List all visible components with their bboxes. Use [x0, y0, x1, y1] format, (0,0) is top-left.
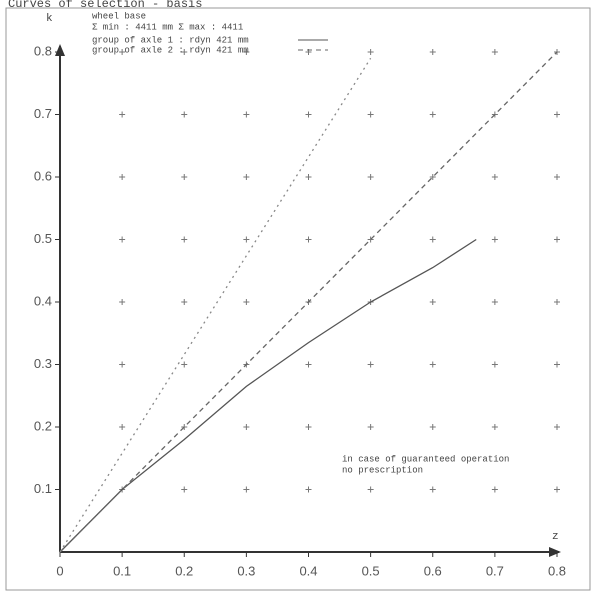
x-tick-label: 0.8 [548, 563, 566, 578]
grid-cross [367, 49, 374, 55]
grid-cross [429, 299, 436, 305]
legend-header: Σ min : 4411 mm Σ max : 4411 [92, 22, 243, 32]
grid-cross [491, 424, 498, 430]
series-line [59, 57, 372, 553]
grid-cross [119, 299, 126, 305]
grid-cross [367, 361, 374, 368]
legend-label: group of axle 2 : rdyn 421 mm [92, 45, 249, 55]
y-axis-label: k [46, 13, 53, 25]
grid-cross [491, 236, 498, 243]
grid-cross [181, 49, 188, 55]
grid-cross [181, 299, 188, 305]
grid-cross [554, 361, 560, 368]
grid-cross [491, 49, 498, 55]
grid-cross [243, 236, 250, 243]
x-axis-arrow [549, 547, 561, 557]
grid-cross [491, 299, 498, 305]
y-axis-arrow [55, 44, 65, 56]
grid-cross [305, 486, 312, 493]
annotation: in case of guaranteed operation [342, 454, 509, 464]
x-tick-label: 0.6 [424, 563, 442, 578]
grid-cross [554, 424, 560, 430]
grid-cross [243, 486, 250, 493]
y-tick-label: 0.6 [34, 168, 52, 183]
grid-cross [367, 486, 374, 493]
grid-cross [491, 486, 498, 493]
y-tick-label: 0.2 [34, 418, 52, 433]
annotation: no prescription [342, 465, 423, 475]
grid-cross [243, 49, 250, 55]
grid-cross [554, 486, 560, 493]
series-line [59, 238, 477, 553]
frame [5, 7, 591, 591]
grid-cross [119, 49, 126, 55]
x-tick-label: 0 [56, 563, 63, 578]
y-tick-label: 0.8 [34, 43, 52, 58]
grid-cross [305, 236, 312, 243]
grid-cross [119, 361, 126, 368]
grid-cross [181, 486, 188, 493]
x-tick-label: 0.7 [486, 563, 504, 578]
grid-cross [119, 236, 126, 243]
grid-cross [305, 111, 312, 118]
grid-cross [554, 236, 560, 243]
y-tick-label: 0.1 [34, 481, 52, 496]
grid-cross [429, 361, 436, 368]
grid-cross [305, 424, 312, 430]
grid-cross [305, 174, 312, 180]
grid-cross [243, 111, 250, 118]
grid-cross [429, 111, 436, 118]
grid-cross [243, 174, 250, 180]
grid-cross [367, 111, 374, 118]
legend-label: group of axle 1 : rdyn 421 mm [92, 35, 249, 45]
grid-cross [181, 361, 188, 368]
x-tick-label: 0.3 [237, 563, 255, 578]
grid-cross [119, 424, 126, 430]
grid-cross [119, 174, 126, 180]
grid-cross [305, 361, 312, 368]
grid-cross [181, 424, 188, 430]
y-tick-label: 0.4 [34, 293, 52, 308]
grid-cross [554, 174, 560, 180]
x-tick-label: 0.4 [299, 563, 317, 578]
grid-cross [429, 174, 436, 180]
x-tick-label: 0.5 [362, 563, 380, 578]
grid-cross [119, 111, 126, 118]
y-tick-label: 0.5 [34, 231, 52, 246]
grid-cross [181, 111, 188, 118]
grid-cross [367, 236, 374, 243]
grid-cross [429, 49, 436, 55]
x-axis-label: z [552, 531, 559, 543]
grid-cross [367, 174, 374, 180]
grid-cross [554, 111, 560, 118]
grid-cross [243, 424, 250, 430]
grid-cross [429, 424, 436, 430]
y-tick-label: 0.7 [34, 106, 52, 121]
grid-cross [429, 486, 436, 493]
x-tick-label: 0.1 [113, 563, 131, 578]
grid-cross [181, 174, 188, 180]
x-tick-label: 0.2 [175, 563, 193, 578]
grid-cross [181, 236, 188, 243]
y-tick-label: 0.3 [34, 356, 52, 371]
legend-header: wheel base [92, 11, 146, 21]
grid-cross [367, 424, 374, 430]
grid-cross [554, 299, 560, 305]
grid-cross [243, 299, 250, 305]
grid-cross [491, 174, 498, 180]
grid-cross [429, 236, 436, 243]
grid-cross [491, 361, 498, 368]
chart-title: Curves of selection - basis [8, 0, 202, 11]
series-line [59, 51, 558, 553]
